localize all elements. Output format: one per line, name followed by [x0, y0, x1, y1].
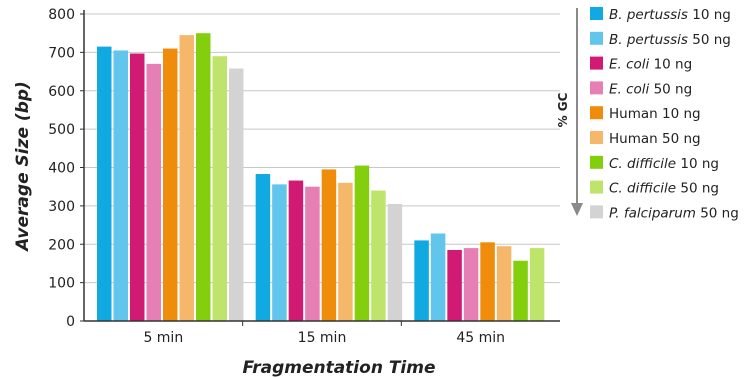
legend-item: B. pertussis 10 ng [590, 7, 731, 23]
legend: B. pertussis 10 ng B. pertussis 50 ng E. c… [590, 7, 739, 221]
y-tick-label: 300 [48, 199, 75, 215]
y-axis-label: Average Size (bp) [13, 81, 33, 253]
bar [130, 54, 145, 321]
y-tick-label: 100 [48, 276, 75, 292]
bar [371, 191, 386, 321]
legend-swatch [590, 57, 603, 70]
legend-item: C. difficile 50 ng [590, 181, 719, 197]
legend-item: Human 50 ng [590, 131, 701, 147]
bar [114, 50, 129, 321]
legend-item: P. falciparum 50 ng [590, 205, 739, 221]
bar [497, 246, 512, 321]
legend-label: Human 50 ng [609, 131, 701, 147]
legend-item: C. difficile 10 ng [590, 156, 719, 172]
bar [272, 184, 287, 321]
x-axis-label: Fragmentation Time [242, 358, 435, 378]
legend-label: B. pertussis 50 ng [609, 32, 731, 48]
bar [97, 47, 112, 321]
legend-item: B. pertussis 50 ng [590, 32, 731, 48]
bar [229, 68, 244, 321]
legend-item: Human 10 ng [590, 106, 701, 122]
bar [289, 181, 304, 321]
y-tick-labels: 0 100 200 300 400 500 600 700 800 [48, 7, 75, 330]
gc-arrow: % GC [556, 8, 583, 216]
legend-label: P. falciparum 50 ng [609, 205, 739, 221]
bar [256, 174, 271, 321]
legend-swatch [590, 7, 603, 20]
bar [305, 187, 320, 321]
legend-swatch [590, 131, 603, 144]
bar [196, 33, 211, 321]
legend-swatch [590, 156, 603, 169]
x-tick-label: 15 min [298, 330, 347, 346]
gc-axis-label: % GC [556, 92, 570, 127]
legend-swatch [590, 106, 603, 119]
y-tick-label: 400 [48, 161, 75, 177]
y-tick-label: 200 [48, 237, 75, 253]
bar [355, 166, 370, 321]
bar [480, 242, 495, 321]
bar [147, 64, 162, 321]
bar [530, 248, 545, 321]
y-tick-label: 0 [66, 314, 75, 330]
legend-label: E. coli 50 ng [609, 81, 692, 97]
bar [163, 49, 178, 321]
x-tick-label: 45 min [456, 330, 505, 346]
legend-swatch [590, 32, 603, 45]
legend-label: E. coli 10 ng [609, 57, 692, 73]
arrow-down-icon [571, 203, 583, 216]
bar [447, 250, 462, 321]
bar [513, 261, 528, 321]
x-tick-label: 5 min [143, 330, 183, 346]
legend-item: E. coli 50 ng [590, 81, 692, 97]
bar [338, 183, 353, 321]
y-tick-label: 800 [48, 7, 75, 23]
legend-swatch [590, 181, 603, 194]
x-tick-labels: 5 min 15 min 45 min [143, 330, 505, 346]
y-tick-label: 700 [48, 45, 75, 61]
bar [388, 204, 403, 321]
bar [322, 169, 337, 321]
legend-label: C. difficile 50 ng [609, 181, 719, 197]
legend-item: E. coli 10 ng [590, 57, 692, 73]
bars [97, 33, 544, 321]
bar [213, 56, 228, 321]
bar [464, 248, 479, 321]
y-tick-label: 600 [48, 84, 75, 100]
bar [414, 240, 429, 321]
legend-label: Human 10 ng [609, 106, 701, 122]
legend-label: B. pertussis 10 ng [609, 7, 731, 23]
legend-swatch [590, 205, 603, 218]
y-tick-label: 500 [48, 122, 75, 138]
bar [180, 35, 195, 321]
bar [431, 234, 446, 321]
legend-label: C. difficile 10 ng [609, 156, 719, 172]
legend-swatch [590, 81, 603, 94]
